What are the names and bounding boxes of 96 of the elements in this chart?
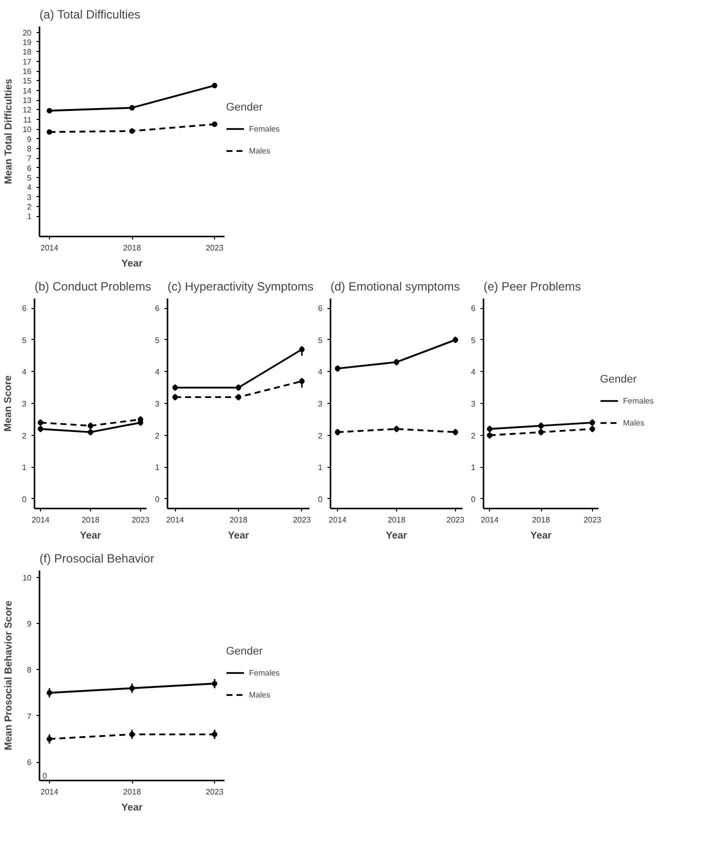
x-tick-label: 2014 bbox=[40, 788, 59, 796]
y-tick-label: 2 bbox=[155, 431, 160, 440]
y-tick-label: 3 bbox=[318, 400, 324, 408]
y-tick-label: 1 bbox=[22, 463, 28, 472]
y-tick-label: 0 bbox=[471, 494, 476, 504]
y-tick-label: 15 bbox=[22, 76, 32, 86]
x-tick-label: 2014 bbox=[40, 244, 59, 252]
y-tick-label: 0 bbox=[22, 494, 28, 504]
y-tick-label: 18 bbox=[22, 48, 32, 57]
y-tick-label: 9 bbox=[27, 620, 32, 629]
y-tick-label: 7 bbox=[27, 154, 32, 164]
x-tick-label: 2023 bbox=[206, 788, 224, 796]
y-tick-label: 4 bbox=[155, 368, 160, 377]
x-tick-label: 2018 bbox=[123, 244, 142, 252]
x-tick-label: 2018 bbox=[123, 788, 142, 796]
x-axis-title: Year bbox=[386, 530, 408, 542]
y-tick-label: 6 bbox=[318, 304, 324, 314]
y-tick-label: 4 bbox=[471, 368, 476, 377]
chart-title: (c) Hyperactivity Symptoms bbox=[168, 280, 314, 294]
y-tick-label: 13 bbox=[22, 96, 32, 106]
x-axis-title: Year bbox=[121, 802, 143, 814]
y-tick-label: 3 bbox=[471, 400, 476, 408]
x-tick-label: 2014 bbox=[480, 516, 500, 524]
y-tick-label: 2 bbox=[318, 431, 324, 440]
legend-label: Females bbox=[249, 668, 280, 677]
legend-title: Gender bbox=[226, 646, 264, 658]
y-tick-label: 10 bbox=[22, 125, 32, 134]
y-tick-label: 6 bbox=[22, 304, 28, 314]
x-axis-title: Year bbox=[80, 530, 102, 542]
x-tick-label: 2018 bbox=[230, 516, 248, 524]
x-tick-label: 2023 bbox=[583, 516, 602, 524]
annotation: 0 bbox=[42, 772, 48, 780]
x-tick-label: 2014 bbox=[166, 516, 185, 524]
x-tick-label: 2014 bbox=[328, 516, 348, 524]
y-tick-label: 2 bbox=[27, 202, 32, 212]
y-tick-label: 6 bbox=[155, 304, 160, 314]
y-tick-label: 9 bbox=[27, 134, 32, 144]
y-tick-label: 4 bbox=[27, 183, 32, 192]
y-tick-label: 5 bbox=[471, 336, 476, 345]
x-tick-label: 2018 bbox=[82, 516, 100, 524]
y-axis-title: Mean Score bbox=[3, 374, 14, 432]
y-tick-label: 6 bbox=[27, 164, 32, 173]
x-axis-title: Year bbox=[530, 530, 552, 542]
y-tick-label: 3 bbox=[27, 192, 32, 202]
chart-title: (d) Emotional symptoms bbox=[330, 280, 460, 294]
x-tick-label: 2023 bbox=[132, 516, 150, 524]
y-tick-label: 3 bbox=[22, 400, 28, 408]
y-tick-label: 12 bbox=[22, 106, 32, 115]
legend-label: Males bbox=[249, 690, 270, 699]
y-tick-label: 6 bbox=[27, 758, 32, 768]
y-tick-label: 2 bbox=[471, 431, 476, 440]
legend-label: Females bbox=[623, 396, 654, 405]
y-axis-title: Mean Total Difficulties bbox=[4, 78, 15, 184]
y-tick-label: 1 bbox=[471, 463, 476, 472]
x-tick-label: 2018 bbox=[388, 516, 406, 524]
y-tick-label: 7 bbox=[27, 712, 32, 721]
chart-title: (a) Total Difficulties bbox=[40, 8, 140, 22]
x-tick-label: 2023 bbox=[292, 516, 312, 524]
chart-title: (e) Peer Problems bbox=[484, 280, 581, 294]
y-tick-label: 4 bbox=[22, 368, 28, 377]
legend-title: Gender bbox=[600, 374, 638, 386]
y-tick-label: 16 bbox=[22, 67, 32, 76]
chart-title: (f) Prosocial Behavior bbox=[40, 552, 154, 566]
y-tick-label: 19 bbox=[22, 38, 32, 47]
x-tick-label: 2023 bbox=[206, 244, 224, 252]
y-tick-label: 0 bbox=[318, 494, 324, 504]
x-tick-label: 2023 bbox=[446, 516, 465, 524]
y-tick-label: 20 bbox=[22, 28, 32, 38]
y-tick-label: 8 bbox=[27, 666, 32, 675]
x-axis-title: Year bbox=[228, 530, 250, 542]
legend-label: Males bbox=[623, 418, 644, 427]
y-tick-label: 10 bbox=[22, 573, 32, 582]
y-tick-label: 5 bbox=[318, 336, 324, 345]
x-axis-title: Year bbox=[121, 258, 143, 270]
y-tick-label: 2 bbox=[22, 431, 28, 440]
y-tick-label: 5 bbox=[27, 173, 32, 182]
y-tick-label: 0 bbox=[155, 494, 160, 504]
y-tick-label: 5 bbox=[155, 336, 160, 345]
y-tick-label: 4 bbox=[318, 368, 324, 377]
y-axis-title: Mean Prosocial Behavior Score bbox=[4, 600, 15, 750]
y-tick-label: 17 bbox=[22, 57, 32, 66]
y-tick-label: 1 bbox=[155, 463, 160, 472]
legend-title: Gender bbox=[226, 102, 264, 114]
y-tick-label: 5 bbox=[22, 336, 28, 345]
y-tick-label: 6 bbox=[471, 304, 476, 314]
y-tick-label: 8 bbox=[27, 144, 32, 154]
chart-title: (b) Conduct Problems bbox=[34, 280, 152, 294]
y-tick-label: 1 bbox=[27, 212, 32, 222]
y-tick-label: 11 bbox=[23, 115, 32, 124]
legend-label: Females bbox=[249, 124, 280, 133]
y-tick-label: 14 bbox=[22, 86, 32, 96]
x-tick-label: 2018 bbox=[532, 516, 550, 524]
y-tick-label: 1 bbox=[318, 463, 324, 472]
x-tick-label: 2014 bbox=[32, 516, 50, 524]
y-tick-label: 3 bbox=[155, 400, 160, 408]
legend-label: Males bbox=[249, 146, 270, 155]
